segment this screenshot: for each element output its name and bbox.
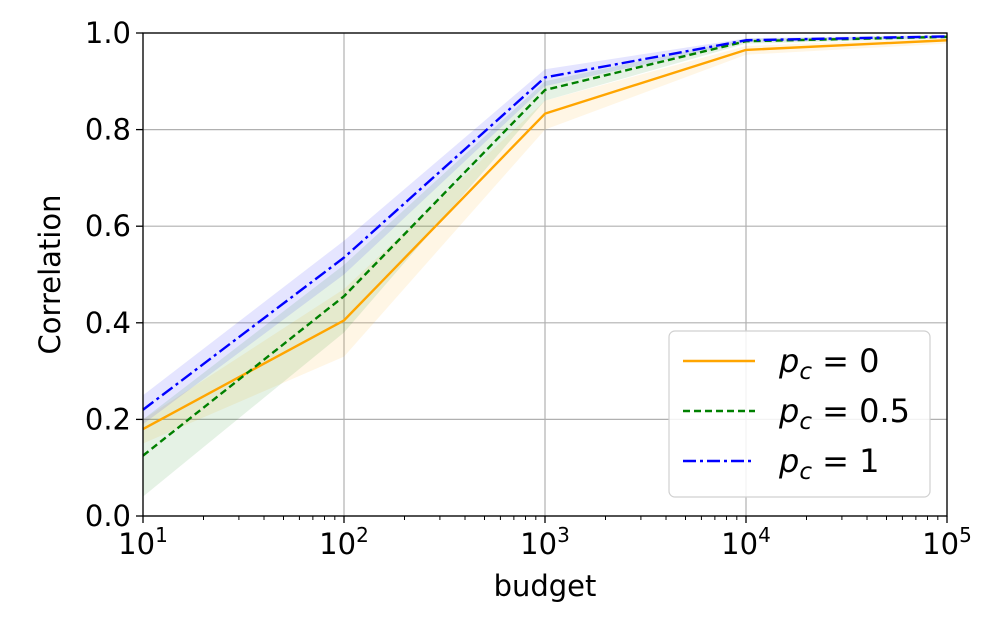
legend-label-1: pc = 0.5 xyxy=(778,392,910,435)
y-tick-label: 0.6 xyxy=(85,209,131,243)
x-axis-label: budget xyxy=(494,569,597,603)
series-2-line xyxy=(142,35,948,411)
x-tick-label-base: 10 xyxy=(319,527,356,561)
legend-label-subscript: c xyxy=(799,359,812,385)
legend-box xyxy=(668,330,931,498)
x-tick-label-exponent: 3 xyxy=(557,523,570,547)
legend-label-value: = 0.5 xyxy=(812,392,910,430)
legend-label-symbol: p xyxy=(778,392,799,430)
y-axis-label: Correlation xyxy=(33,195,67,355)
y-tick-label: 1.0 xyxy=(85,16,131,50)
x-tick-label: 102 xyxy=(319,523,369,561)
series-lines xyxy=(142,35,948,457)
x-tick-label-exponent: 2 xyxy=(356,523,369,547)
y-tick-label: 0.8 xyxy=(85,113,131,147)
series-0-band xyxy=(143,37,947,444)
legend-label-2: pc = 1 xyxy=(778,442,879,485)
legend-label-subscript: c xyxy=(799,409,812,435)
x-tick-label: 101 xyxy=(118,523,168,561)
legend-label-0: pc = 0 xyxy=(778,342,879,385)
legend-label-value: = 1 xyxy=(812,442,880,480)
series-0-line xyxy=(142,39,948,431)
x-tick-label-base: 10 xyxy=(520,527,557,561)
confidence-bands xyxy=(143,34,947,497)
x-tick-label: 105 xyxy=(922,523,972,561)
x-tick-label-exponent: 1 xyxy=(155,523,168,547)
y-tick-label: 0.0 xyxy=(85,499,131,533)
legend: pc = 0pc = 0.5pc = 1 xyxy=(668,330,931,498)
legend-label-symbol: p xyxy=(778,442,799,480)
x-tick-label-base: 10 xyxy=(118,527,155,561)
legend-label-subscript: c xyxy=(799,459,812,485)
x-tick-label-base: 10 xyxy=(721,527,758,561)
y-tick-label: 0.2 xyxy=(85,402,131,436)
legend-label-value: = 0 xyxy=(812,342,880,380)
x-tick-label: 103 xyxy=(520,523,570,561)
legend-label-symbol: p xyxy=(778,342,799,380)
x-tick-label-exponent: 4 xyxy=(758,523,771,547)
x-tick-label-exponent: 5 xyxy=(959,523,972,547)
x-tick-label-base: 10 xyxy=(922,527,959,561)
y-tick-label: 0.4 xyxy=(85,306,131,340)
x-tick-label: 104 xyxy=(721,523,771,561)
